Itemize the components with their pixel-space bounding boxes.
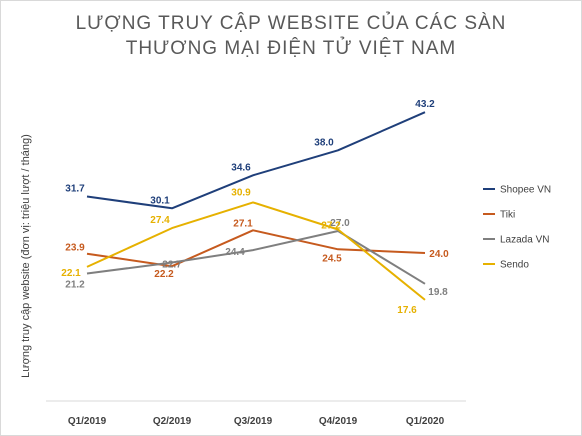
data-label-lazada-vn: 27.0 — [330, 218, 350, 229]
series-line-tiki — [86, 229, 426, 268]
data-label-shopee-vn: 34.6 — [231, 162, 251, 173]
y-axis-label: Lượng truy cập website (đơn vị: triệu lư… — [20, 134, 32, 378]
legend-label-tiki: Tiki — [500, 210, 515, 221]
legend-label-lazada-vn: Lazada VN — [500, 235, 549, 246]
chart-title-line-1: LƯỢNG TRUY CẬP WEBSITE CỦA CÁC SÀN — [75, 13, 507, 34]
data-label-sendo: 30.9 — [231, 187, 251, 198]
data-label-tiki: 23.9 — [65, 243, 85, 254]
legend-label-shopee-vn: Shopee VN — [500, 185, 551, 196]
legend-label-sendo: Sendo — [500, 260, 529, 271]
data-label-tiki: 24.0 — [429, 249, 449, 260]
x-tick-label: Q4/2019 — [319, 416, 358, 427]
data-label-lazada-vn: 24.4 — [225, 247, 245, 258]
series-line-shopee-vn — [86, 111, 426, 210]
data-label-sendo: 27.2 — [321, 221, 341, 232]
data-label-lazada-vn: 19.8 — [428, 287, 448, 298]
x-tick-labels: Q1/2019 Q2/2019 Q3/2019 Q4/2019 Q1/2020 — [68, 416, 445, 427]
x-tick-label: Q1/2020 — [406, 416, 445, 427]
data-label-tiki: 22.2 — [154, 269, 174, 280]
x-tick-label: Q1/2019 — [68, 416, 107, 427]
data-label-tiki: 24.5 — [322, 253, 342, 264]
data-label-lazada-vn: 22.7 — [162, 260, 182, 271]
data-label-lazada-vn: 21.2 — [65, 280, 85, 291]
legend: Shopee VN Tiki Lazada VN Sendo — [483, 185, 551, 271]
data-label-shopee-vn: 31.7 — [65, 184, 85, 195]
data-labels: 31.7 30.1 34.6 38.0 43.2 23.9 22.2 27.1 24.5 24.0… — [61, 99, 449, 316]
data-label-sendo: 17.6 — [397, 305, 417, 316]
series-line-sendo — [86, 201, 426, 301]
x-tick-label: Q3/2019 — [234, 416, 273, 427]
series-lines — [86, 111, 426, 301]
chart-title: LƯỢNG TRUY CẬP WEBSITE CỦA CÁC SÀN THƯƠN… — [1, 11, 581, 61]
data-label-sendo: 27.4 — [150, 215, 170, 226]
data-label-tiki: 27.1 — [233, 218, 253, 229]
data-label-sendo: 22.1 — [61, 268, 81, 279]
data-label-shopee-vn: 30.1 — [150, 195, 170, 206]
series-line-lazada-vn — [86, 230, 426, 285]
data-label-shopee-vn: 38.0 — [314, 137, 334, 148]
x-tick-label: Q2/2019 — [153, 416, 192, 427]
chart-title-line-2: THƯƠNG MẠI ĐIỆN TỬ VIỆT NAM — [125, 38, 457, 59]
data-label-shopee-vn: 43.2 — [415, 99, 435, 110]
